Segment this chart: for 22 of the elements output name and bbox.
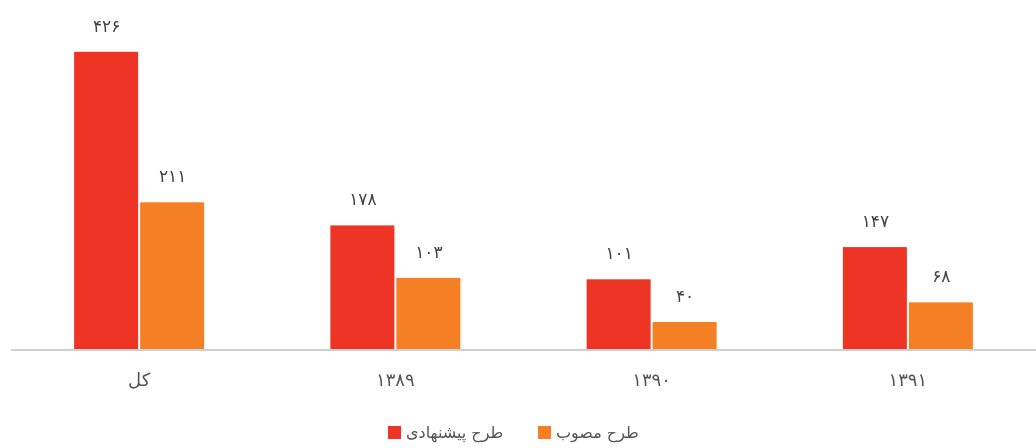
bar xyxy=(74,51,139,350)
bar xyxy=(908,302,973,350)
data-label: ۴۲۶ xyxy=(92,15,121,36)
legend-label: طرح پیشنهادی xyxy=(406,423,504,443)
data-label: ۱۰۱ xyxy=(605,243,633,264)
bar xyxy=(396,277,461,350)
data-label: ۶۸ xyxy=(932,266,951,287)
x-tick-label: کل xyxy=(128,369,151,390)
data-label: ۱۷۸ xyxy=(349,189,377,210)
x-tick-label: ۱۳۸۹ xyxy=(376,369,415,390)
data-label: ۱۴۷ xyxy=(861,211,890,232)
bar xyxy=(842,247,907,350)
bar xyxy=(140,202,205,350)
bar xyxy=(330,225,395,350)
x-tick-label: ۱۳۹۰ xyxy=(632,369,671,390)
bar xyxy=(586,279,651,350)
data-label: ۴۰ xyxy=(675,286,695,306)
legend-label: طرح مصوب xyxy=(556,423,639,443)
data-label: ۱۰۳ xyxy=(415,241,443,262)
data-label: ۲۱۱ xyxy=(158,166,187,187)
bar xyxy=(652,322,717,350)
x-tick-label: ۱۳۹۱ xyxy=(888,369,928,390)
